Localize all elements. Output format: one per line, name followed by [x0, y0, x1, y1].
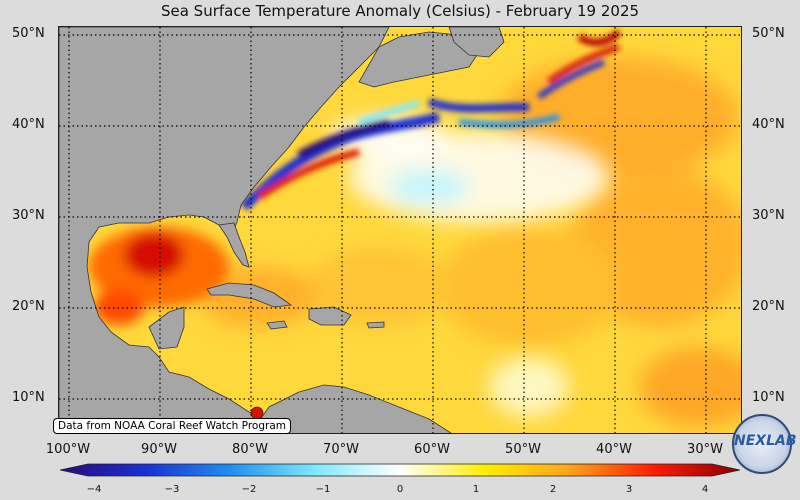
colorbar-tick-0: 0 — [396, 484, 404, 495]
data-credit-label: Data from NOAA Coral Reef Watch Program — [53, 418, 291, 434]
lon-label-60w: 60°W — [414, 442, 450, 457]
yucatan-land — [148, 306, 185, 350]
sst-anomaly-map — [58, 26, 742, 434]
lon-label-100w: 100°W — [45, 442, 91, 457]
colorbar-tick-3: 3 — [625, 484, 633, 495]
lat-label-20n-right: 20°N — [752, 299, 785, 314]
atlantic-canada-land — [358, 31, 480, 88]
gulf-stream-anomaly — [240, 29, 622, 211]
lat-label-30n-left: 30°N — [12, 208, 45, 223]
colorbar-tick-neg1: −1 — [315, 484, 331, 495]
colorbar-tick-1: 1 — [472, 484, 480, 495]
map-title: Sea Surface Temperature Anomaly (Celsius… — [160, 2, 640, 20]
lat-label-10n-right: 10°N — [752, 390, 785, 405]
hispaniola-land — [308, 306, 352, 326]
lat-label-20n-left: 20°N — [12, 299, 45, 314]
colorbar-tick-4: 4 — [701, 484, 709, 495]
logo-text: NEXLAB — [734, 433, 797, 449]
lon-label-70w: 70°W — [323, 442, 359, 457]
lon-label-90w: 90°W — [141, 442, 177, 457]
colorbar-gradient — [59, 463, 741, 477]
florida-land — [218, 222, 250, 268]
lon-label-50w: 50°W — [505, 442, 541, 457]
colorbar-tick-neg2: −2 — [241, 484, 257, 495]
lat-label-50n-right: 50°N — [752, 26, 785, 41]
lat-label-40n-left: 40°N — [12, 117, 45, 132]
colorbar-tick-neg4: −4 — [86, 484, 102, 495]
lon-label-30w: 30°W — [687, 442, 723, 457]
lon-label-40w: 40°W — [596, 442, 632, 457]
lat-label-10n-left: 10°N — [12, 390, 45, 405]
nexlab-logo: NEXLAB — [732, 414, 797, 474]
map-canvas — [59, 27, 741, 433]
colorbar-tick-neg3: −3 — [164, 484, 180, 495]
jamaica-land — [266, 320, 288, 330]
puerto-rico-land — [366, 321, 385, 329]
newfoundland-land — [448, 27, 505, 58]
grid-lines — [59, 27, 741, 433]
lon-label-80w: 80°W — [232, 442, 268, 457]
colorbar-svg — [59, 463, 741, 477]
colorbar-tick-2: 2 — [549, 484, 557, 495]
lat-label-50n-left: 50°N — [12, 26, 45, 41]
lat-label-30n-right: 30°N — [752, 208, 785, 223]
colorbar — [59, 462, 741, 477]
neutral-anomaly-band — [329, 117, 609, 417]
cuba-land — [206, 282, 293, 308]
lat-label-40n-right: 40°N — [752, 117, 785, 132]
